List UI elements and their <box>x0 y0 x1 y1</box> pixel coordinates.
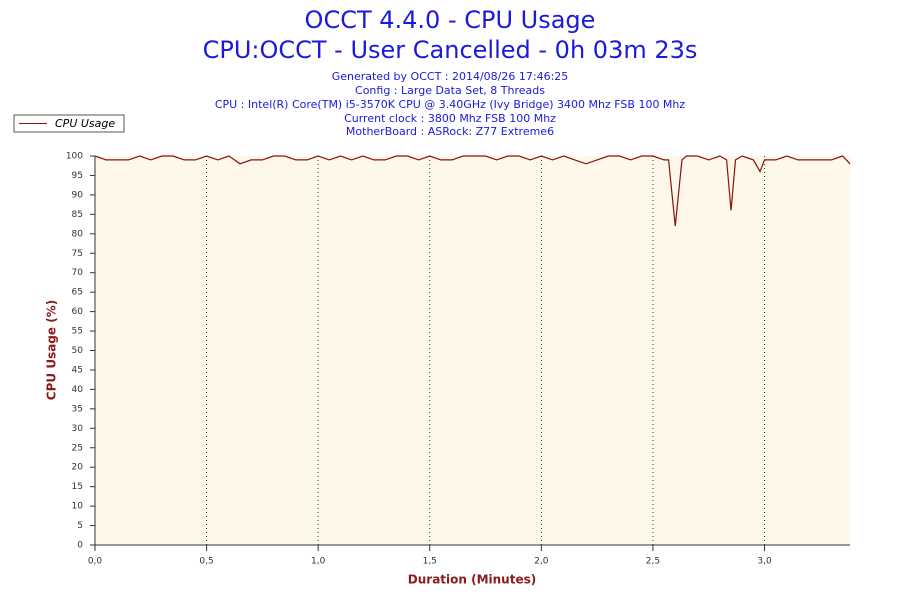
y-tick-label: 5 <box>77 521 83 531</box>
x-tick-label: 1,0 <box>311 557 326 567</box>
y-tick-label: 70 <box>72 268 84 278</box>
x-axis-label: Duration (Minutes) <box>408 573 536 587</box>
legend-label: CPU Usage <box>55 117 115 130</box>
x-tick-label: 2,0 <box>534 557 549 567</box>
x-tick-label: 1,5 <box>423 557 437 567</box>
info-line: Current clock : 3800 Mhz FSB 100 Mhz <box>344 112 556 125</box>
y-tick-label: 40 <box>72 385 84 395</box>
chart-subtitle: CPU:OCCT - User Cancelled - 0h 03m 23s <box>203 36 698 64</box>
y-tick-label: 85 <box>72 210 83 220</box>
x-tick-label: 2,5 <box>646 557 660 567</box>
y-tick-label: 55 <box>72 327 83 337</box>
y-tick-label: 50 <box>72 346 84 356</box>
x-tick-label: 0,0 <box>88 557 103 567</box>
y-tick-label: 100 <box>66 152 83 162</box>
y-tick-label: 65 <box>72 288 83 298</box>
y-tick-label: 45 <box>72 365 83 375</box>
y-axis-label: CPU Usage (%) <box>45 300 59 400</box>
y-tick-label: 10 <box>72 502 84 512</box>
chart-title: OCCT 4.4.0 - CPU Usage <box>305 6 596 34</box>
y-tick-label: 60 <box>72 307 84 317</box>
y-tick-label: 30 <box>72 424 84 434</box>
y-tick-label: 0 <box>77 541 83 551</box>
y-tick-label: 20 <box>72 463 84 473</box>
legend <box>13 114 125 133</box>
y-tick-label: 90 <box>72 190 84 200</box>
info-line: Config : Large Data Set, 8 Threads <box>355 84 545 97</box>
y-tick-label: 75 <box>72 249 83 259</box>
y-tick-label: 35 <box>72 404 83 414</box>
x-tick-label: 0,5 <box>199 557 213 567</box>
y-tick-label: 80 <box>72 229 84 239</box>
data-line <box>94 155 851 227</box>
x-tick-label: 3,0 <box>757 557 772 567</box>
y-tick-label: 95 <box>72 171 83 181</box>
y-tick-label: 15 <box>72 482 83 492</box>
info-line: MotherBoard : ASRock: Z77 Extreme6 <box>346 125 554 138</box>
info-line: CPU : Intel(R) Core(TM) i5-3570K CPU @ 3… <box>215 98 686 111</box>
y-tick-label: 25 <box>72 443 83 453</box>
plot-area <box>95 156 850 545</box>
info-line: Generated by OCCT : 2014/08/26 17:46:25 <box>332 70 569 83</box>
